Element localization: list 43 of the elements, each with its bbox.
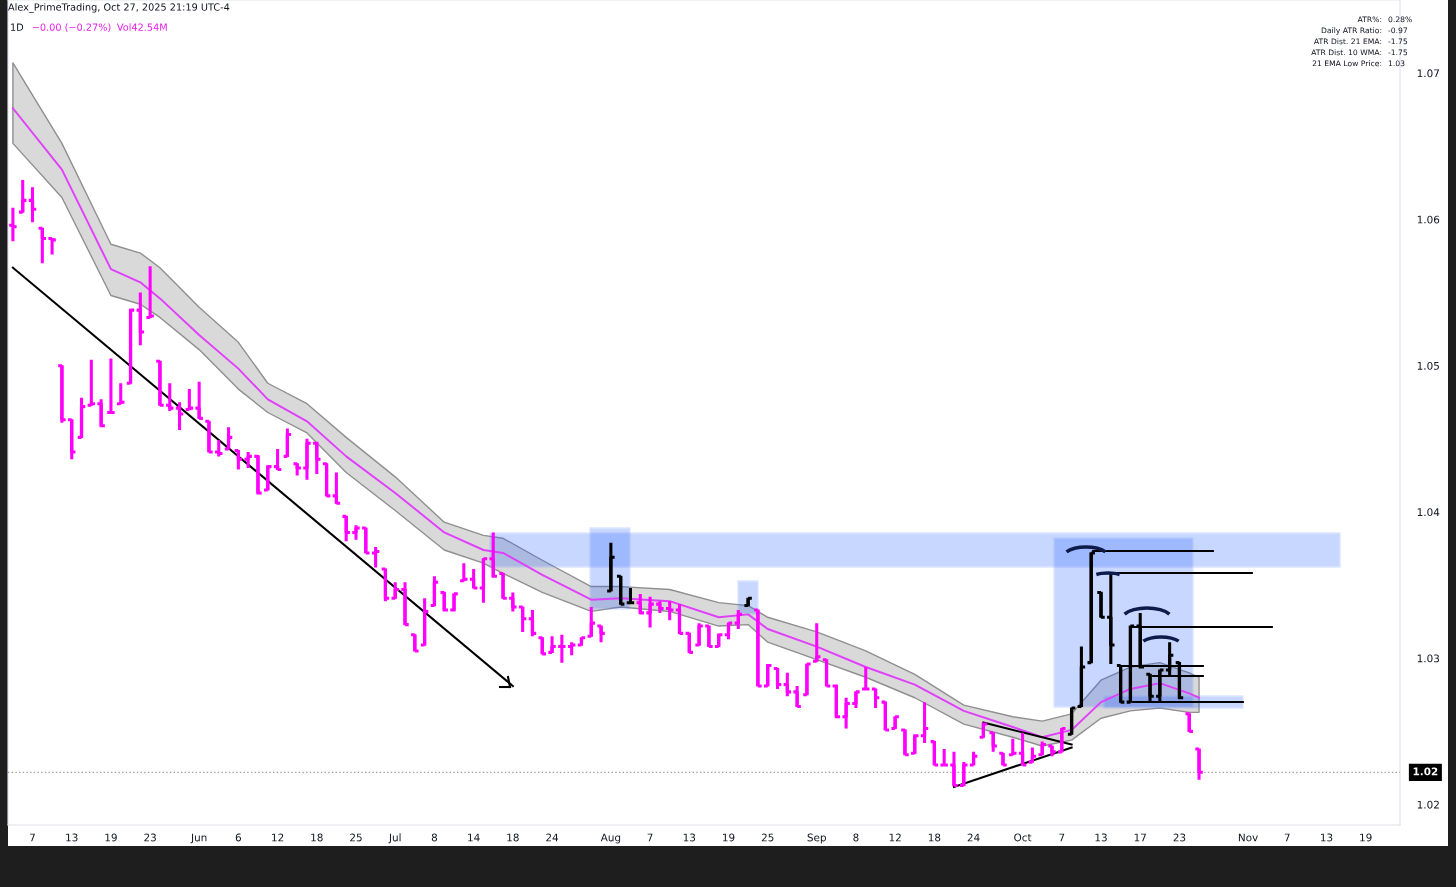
y-tick-label: 1.07 xyxy=(1417,69,1439,78)
annotation: −0.00 (−0.27%) xyxy=(32,23,111,32)
x-tick-label: 25 xyxy=(761,833,774,842)
x-tick-label: 7 xyxy=(30,833,35,842)
x-tick-label: Nov xyxy=(1238,833,1258,842)
x-tick-label: 24 xyxy=(546,833,559,842)
x-tick-label: 13 xyxy=(1321,833,1333,842)
x-tick-label: 18 xyxy=(311,833,323,842)
x-tick-label: 8 xyxy=(853,833,859,842)
x-tick-label: 19 xyxy=(1360,833,1372,842)
x-tick-label: 17 xyxy=(1134,833,1146,842)
x-tick-label: 13 xyxy=(1095,833,1107,842)
x-tick-label: Sep xyxy=(807,833,826,844)
x-tick-label: 12 xyxy=(889,833,901,842)
x-tick-label: 13 xyxy=(66,833,78,842)
x-tick-label: 7 xyxy=(647,833,653,842)
x-tick-label: 25 xyxy=(350,833,362,842)
x-tick-label: 7 xyxy=(1059,833,1065,842)
y-tick-label: 1.03 xyxy=(1417,654,1440,663)
x-tick-label: 7 xyxy=(1284,833,1290,842)
x-tick-label: 19 xyxy=(723,833,735,842)
annotation: Alex_PrimeTrading, Oct 27, 2025 21:19 UTC-4 xyxy=(8,3,230,13)
x-tick-label: Aug xyxy=(600,833,621,844)
x-tick-label: 23 xyxy=(1173,833,1186,842)
x-tick-label: 18 xyxy=(928,833,941,842)
y-tick-label: 1.02 xyxy=(1417,800,1439,809)
y-tick-label: 1.05 xyxy=(1417,361,1439,370)
x-tick-label: 8 xyxy=(431,833,438,842)
y-tick-label: 1.04 xyxy=(1417,508,1440,517)
x-tick-label: 24 xyxy=(967,833,980,842)
x-tick-label: 6 xyxy=(235,833,242,842)
x-tick-label: 18 xyxy=(507,833,519,842)
x-tick-label: Jul xyxy=(388,833,401,844)
annotation: Vol42.54M xyxy=(116,23,167,31)
x-tick-label: 14 xyxy=(468,833,480,842)
x-tick-label: 13 xyxy=(683,833,696,842)
x-tick-label: Jun xyxy=(190,833,207,844)
x-tick-label: Oct xyxy=(1014,833,1032,842)
x-tick-label: 23 xyxy=(144,833,156,842)
x-tick-label: 12 xyxy=(272,833,284,842)
y-tick-label: 1.06 xyxy=(1417,215,1440,224)
text: 1D xyxy=(11,23,24,31)
x-tick-label: 19 xyxy=(105,833,117,842)
